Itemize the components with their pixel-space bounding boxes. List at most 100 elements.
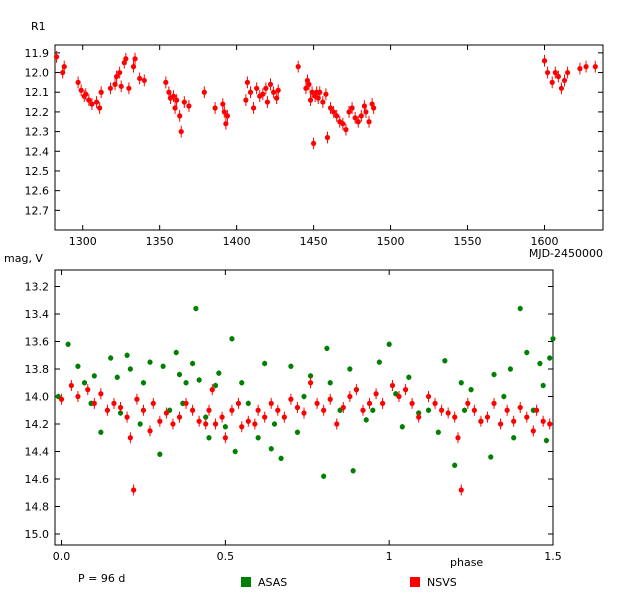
data-point — [255, 407, 261, 413]
data-point — [245, 418, 251, 424]
data-point — [497, 421, 504, 427]
data-point — [108, 355, 114, 361]
data-point — [517, 305, 523, 312]
data-point — [68, 382, 74, 389]
legend-item-nsvs: NSVS — [410, 576, 457, 589]
series-nsvs — [53, 50, 598, 150]
data-point — [201, 89, 207, 95]
data-point — [98, 391, 104, 397]
data-point — [252, 421, 258, 427]
data-point — [130, 64, 137, 70]
data-point — [137, 75, 143, 82]
data-point — [262, 360, 268, 367]
data-point — [134, 396, 140, 402]
data-point — [203, 421, 209, 427]
data-point — [458, 487, 464, 493]
data-point — [366, 400, 373, 406]
data-point — [358, 113, 364, 119]
data-point — [327, 380, 333, 386]
data-point — [321, 473, 327, 479]
data-point — [244, 79, 251, 85]
data-point — [334, 421, 340, 427]
data-point — [212, 382, 219, 389]
data-point — [561, 77, 568, 84]
y-tick-label: 12.5 — [25, 165, 50, 178]
data-point — [176, 414, 183, 420]
data-point — [127, 435, 133, 441]
data-point — [484, 414, 491, 420]
y-tick-label: 12.2 — [25, 106, 50, 119]
data-point — [107, 85, 114, 91]
data-point — [104, 407, 111, 413]
data-point — [262, 414, 268, 420]
data-point — [268, 400, 274, 406]
data-point — [206, 407, 212, 413]
data-point — [550, 336, 556, 342]
data-point — [112, 81, 118, 87]
data-point — [245, 400, 251, 406]
data-point — [117, 69, 123, 76]
data-point — [370, 407, 376, 413]
data-point — [324, 345, 330, 351]
data-point — [425, 393, 432, 400]
data-point — [190, 407, 196, 413]
data-point — [491, 400, 497, 406]
data-point — [83, 91, 89, 97]
phased-curve-panel: 0.0 0.5 1 1.5 13.2 13.4 13.6 13.8 14.0 14.2 14.4 14… — [25, 269, 562, 563]
data-point — [435, 429, 441, 435]
period-label: P = 96 d — [78, 572, 125, 585]
y-tick-label: 14.4 — [25, 446, 50, 459]
data-point — [307, 380, 314, 386]
data-point — [140, 380, 147, 386]
data-point — [117, 404, 124, 411]
data-point — [306, 81, 312, 87]
data-point — [327, 396, 333, 402]
series-nsvs — [58, 377, 553, 496]
data-point — [373, 391, 379, 397]
data-point — [543, 437, 550, 444]
data-point — [239, 380, 245, 386]
data-point — [547, 421, 553, 427]
data-point — [511, 418, 517, 424]
data-point — [190, 360, 196, 367]
data-point — [111, 400, 117, 406]
data-point — [172, 105, 178, 111]
data-point — [178, 128, 184, 135]
x-tick-label: 1350 — [146, 235, 174, 248]
top-y-axis-label: R1 — [31, 20, 46, 33]
data-point — [445, 410, 451, 416]
data-point — [452, 414, 458, 420]
data-point — [468, 387, 474, 393]
y-tick-label: 12.6 — [25, 185, 50, 198]
data-point — [504, 407, 510, 413]
data-point — [547, 355, 553, 361]
data-point — [220, 101, 226, 107]
data-point — [150, 400, 156, 406]
data-point — [307, 373, 314, 379]
data-point — [147, 359, 153, 365]
data-point — [353, 387, 360, 393]
data-point — [183, 400, 189, 406]
data-point — [327, 105, 334, 111]
data-point — [340, 121, 346, 127]
data-point — [540, 418, 546, 424]
data-point — [85, 387, 91, 393]
y-tick-label: 12.4 — [25, 145, 50, 158]
data-point — [181, 99, 187, 105]
data-point — [352, 115, 358, 121]
x-tick-label: 1 — [386, 550, 393, 563]
legend-swatch — [241, 577, 251, 587]
data-point — [478, 418, 484, 424]
data-point — [229, 336, 235, 342]
phased-curve-frame — [54, 269, 554, 546]
data-point — [206, 435, 212, 441]
data-point — [274, 95, 280, 101]
x-tick-label: 1500 — [377, 235, 405, 248]
data-point — [517, 404, 523, 411]
data-point — [232, 448, 238, 455]
data-point — [363, 109, 369, 115]
data-point — [488, 454, 494, 460]
data-point — [366, 119, 372, 125]
data-point — [118, 83, 124, 89]
